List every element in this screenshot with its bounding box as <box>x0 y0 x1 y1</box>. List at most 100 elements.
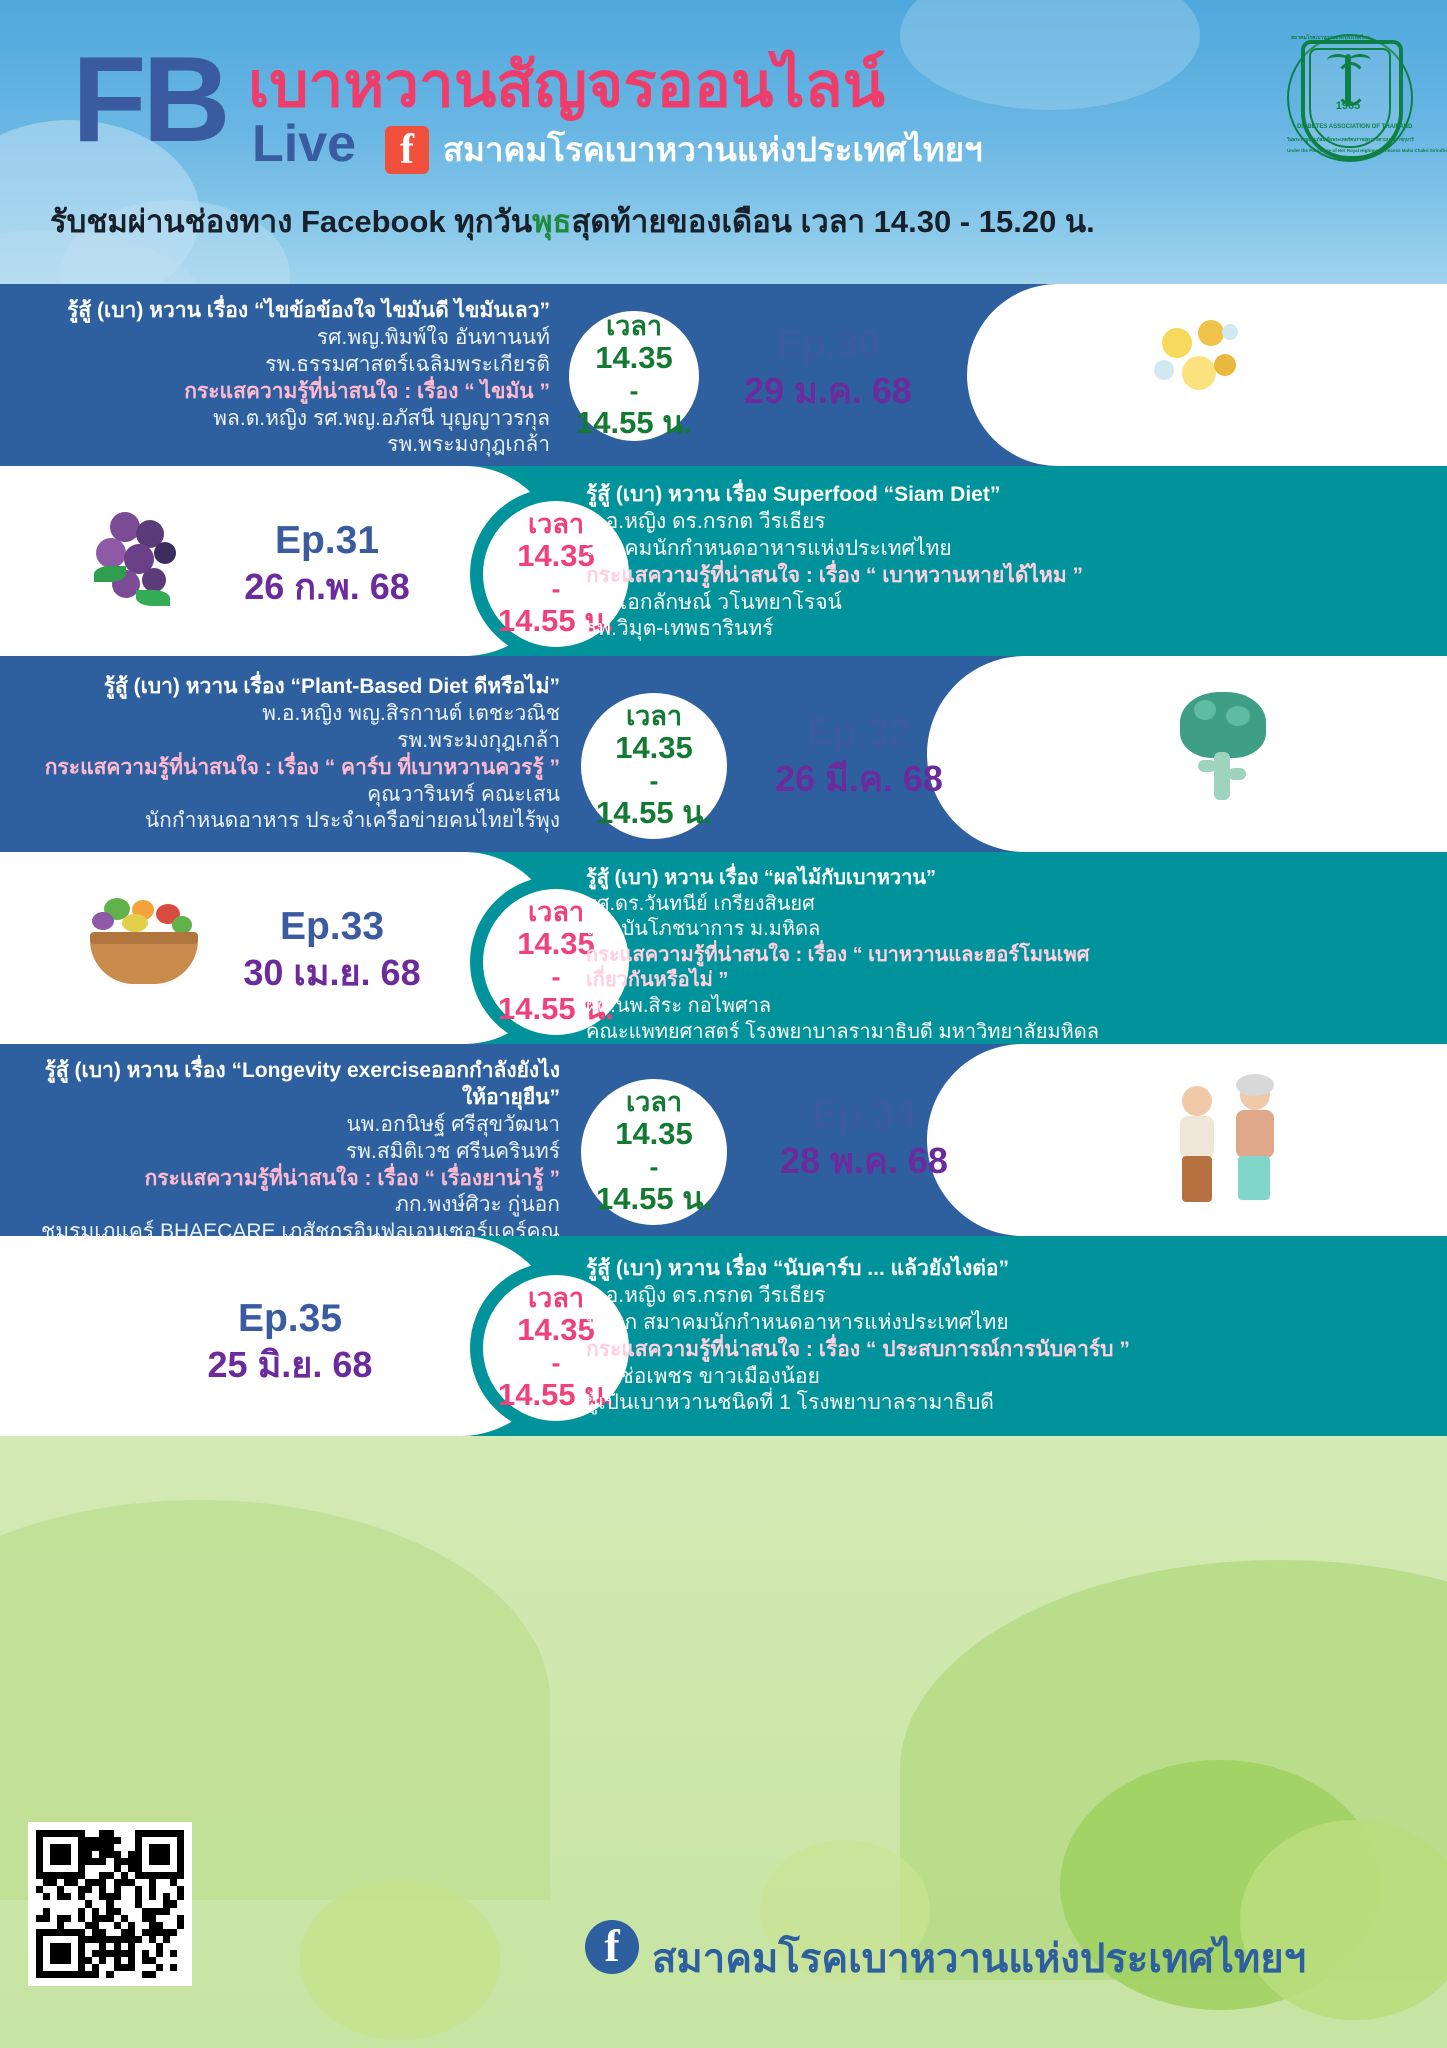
episode-line: กระแสความรู้ที่น่าสนใจ : เรื่อง “ ประสบก… <box>586 1337 1130 1361</box>
logo-ring-text: สมาคมโรคเบาหวานแห่งประเทศไทย DIABETES AS… <box>1283 32 1447 164</box>
episode-line: รู้สู้ (เบา) หวาน เรื่อง “ไขข้อข้องใจ ไข… <box>67 299 550 322</box>
episode-badge: Ep.31 26 ก.พ. 68 <box>212 518 442 608</box>
time-label: เวลา <box>527 509 585 540</box>
episode-line: ผศ.นพ.สิระ กอไพศาล <box>586 994 772 1017</box>
logo-wing-left <box>1327 54 1349 67</box>
broadcast-subtitle: รับชมผ่านช่องทาง Facebook ทุกวันพุธสุดท้… <box>50 196 1095 246</box>
episode-row: Ep.33 30 เม.ย. 68 เวลา 14.35 - 14.55 น. … <box>0 852 1447 1048</box>
episode-line: กระแสความรู้ที่น่าสนใจ : เรื่อง “ เรื่อง… <box>144 1166 560 1190</box>
time-label: เวลา <box>527 1283 585 1314</box>
episode-row: รู้สู้ (เบา) หวาน เรื่อง “ไขข้อข้องใจ ไข… <box>0 284 1447 466</box>
episode-number: Ep.35 <box>237 1297 343 1340</box>
row-curve <box>0 466 560 656</box>
episode-line: นพ.เอกลักษณ์ วโนทยาโรจน์ <box>586 590 842 614</box>
qr-code[interactable] <box>28 1822 192 1986</box>
episode-date: 30 เม.ย. 68 <box>243 951 421 993</box>
facebook-icon: f <box>385 126 429 174</box>
episode-line: พ.อ.หญิง ดร.กรกต วีรเธียร <box>586 509 826 533</box>
fb-wordmark: FB <box>72 31 231 167</box>
row-curve <box>0 1236 560 1436</box>
episode-line: คุณวารินทร์ คณะเสน <box>367 782 560 806</box>
episode-number: Ep.34 <box>811 1093 917 1136</box>
episode-line: รศ.ดร.วันทนีย์ เกรียงสินยศ <box>586 892 815 915</box>
episode-line: กระแสความรู้ที่น่าสนใจ : เรื่อง “ ไขมัน … <box>184 379 550 403</box>
episode-row: รู้สู้ (เบา) หวาน เรื่อง “Plant-Based Di… <box>0 656 1447 852</box>
episode-line: รพ.วิมุต-เทพธารินทร์ <box>586 617 774 641</box>
row-curve <box>927 656 1447 852</box>
episode-text-block: รู้สู้ (เบา) หวาน เรื่อง “Plant-Based Di… <box>0 674 560 835</box>
episode-line: กระแสความรู้ที่น่าสนใจ : เรื่อง “ เบาหวา… <box>586 563 1084 587</box>
time-label: เวลา <box>625 701 683 732</box>
time-dash: - <box>551 962 561 992</box>
sky-background <box>0 0 1447 300</box>
header: FB เบาหวานสัญจรออนไลน์ Live f สมาคมโรคเบ… <box>0 0 1447 300</box>
episode-line: พ.อ.หญิง ดร.กรกต วีรเธียร <box>586 1283 826 1307</box>
time-start: 14.35 <box>517 926 595 962</box>
facebook-icon[interactable]: f <box>585 1920 639 1974</box>
episode-number: Ep.33 <box>279 905 385 948</box>
episode-line: รพ.สมิติเวช ศรีนครินทร์ <box>345 1139 560 1163</box>
logo-inner-shield <box>1309 48 1391 148</box>
episode-line: รพ.ธรรมศาสตร์เฉลิมพระเกียรติ <box>265 352 550 376</box>
episode-date: 26 มี.ค. 68 <box>775 757 943 799</box>
time-end: 14.55 น. <box>498 991 614 1027</box>
episode-line: เกี่ยวกันหรือไม่ ” <box>586 969 729 992</box>
live-wordmark: Live <box>252 115 357 173</box>
episode-line: ให้อายุยืน” <box>462 1085 560 1109</box>
episode-text-block: รู้สู้ (เบา) หวาน เรื่อง “ผลไม้กับเบาหวา… <box>586 866 1436 1045</box>
episode-badge: Ep.33 30 เม.ย. 68 <box>212 904 452 994</box>
broccoli-icon <box>1170 690 1280 810</box>
episode-line: รู้สู้ (เบา) หวาน เรื่อง Superfood “Siam… <box>586 483 1001 506</box>
subtitle-weekday: พุธ <box>532 204 572 239</box>
logo-wing-right <box>1349 54 1371 67</box>
episode-line: รพ.พระมงกุฎเกล้า <box>387 433 550 457</box>
episode-line: รู้สู้ (เบา) หวาน เรื่อง “นับคาร์บ ... แ… <box>586 1257 1009 1280</box>
time-start: 14.35 <box>615 1116 693 1152</box>
time-circle: เวลา 14.35 - 14.55 น. <box>556 298 712 454</box>
episode-line: พ.อ.หญิง พญ.สิรกานต์ เตชะวณิช <box>262 701 560 725</box>
episode-line: รศ.พญ.พิมพ์ใจ อันทานนท์ <box>316 325 550 349</box>
time-circle: เวลา 14.35 - 14.55 น. <box>568 680 740 852</box>
episode-date: 25 มิ.ย. 68 <box>207 1343 373 1385</box>
tree-shape <box>760 1840 930 1980</box>
episode-line: กระแสความรู้ที่น่าสนใจ : เรื่อง “ คาร์บ … <box>44 755 560 779</box>
time-end: 14.55 น. <box>596 1181 712 1217</box>
logo-patronage-th: ในพระราชูปถัมภ์สมเด็จพระเทพรัตนราชสุดาฯ … <box>1287 137 1414 142</box>
logo-ring-en: DIABETES ASSOCIATION OF THAILAND <box>1297 124 1413 130</box>
episode-number: Ep.31 <box>274 519 380 562</box>
episode-date: 26 ก.พ. 68 <box>244 565 410 607</box>
page-title: เบาหวานสัญจรออนไลน์ <box>248 51 885 120</box>
time-label: เวลา <box>527 897 585 928</box>
episode-line: พล.ต.หญิง รศ.พญ.อภัสนี บุญญาวรกุล <box>213 406 550 430</box>
episode-date: 28 พ.ค. 68 <box>780 1139 948 1181</box>
time-end: 14.55 น. <box>498 603 614 639</box>
episode-line: ภก.พงษ์ศิวะ กู่นอก <box>395 1193 560 1217</box>
time-dash: - <box>649 1152 659 1182</box>
episode-badge: Ep.34 28 พ.ค. 68 <box>744 1092 984 1182</box>
time-dash: - <box>629 376 639 406</box>
cells-icon <box>1152 310 1252 410</box>
episode-date: 29 ม.ค. 68 <box>744 369 912 411</box>
cloud-shape <box>0 120 200 310</box>
episode-line: รู้สู้ (เบา) หวาน เรื่อง “Longevity exer… <box>44 1059 560 1082</box>
logo-year: 1965 <box>1335 100 1361 112</box>
episode-line: กระแสความรู้ที่น่าสนใจ : เรื่อง “ เบาหวา… <box>586 943 1090 966</box>
episode-line: รพ.พระมงกุฎเกล้า <box>397 728 560 752</box>
time-circle: เวลา 14.35 - 14.55 น. <box>568 1066 740 1238</box>
time-dash: - <box>551 1348 561 1378</box>
qr-code-grid <box>36 1830 184 1978</box>
episode-line: สมาคมนักกำหนดอาหารแห่งประเทศไทย <box>586 536 952 560</box>
episode-line: รู้สู้ (เบา) หวาน เรื่อง “ผลไม้กับเบาหวา… <box>586 867 937 889</box>
time-start: 14.35 <box>615 730 693 766</box>
time-end: 14.55 น. <box>498 1377 614 1413</box>
time-start: 14.35 <box>595 340 673 376</box>
logo-patronage-en: Under the Patronage of Her Royal Highnes… <box>1287 148 1447 153</box>
association-name: สมาคมโรคเบาหวานแห่งประเทศไทยฯ <box>443 131 983 168</box>
time-label: เวลา <box>605 311 663 342</box>
time-start: 14.35 <box>517 538 595 574</box>
episode-badge: Ep.35 25 มิ.ย. 68 <box>170 1296 410 1386</box>
subtitle-after: สุดท้ายของเดือน เวลา 14.30 - 15.20 น. <box>571 204 1095 239</box>
facebook-page-name: สมาคมโรคเบาหวานแห่งประเทศไทยฯ <box>652 1937 1307 1981</box>
episode-row: รู้สู้ (เบา) หวาน เรื่อง “Longevity exer… <box>0 1044 1447 1243</box>
